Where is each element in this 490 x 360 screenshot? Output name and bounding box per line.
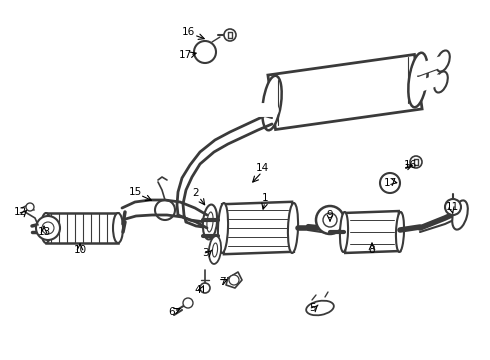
Ellipse shape	[218, 203, 228, 253]
Ellipse shape	[434, 72, 448, 93]
Bar	[46, 213, 118, 243]
Ellipse shape	[41, 213, 51, 243]
Circle shape	[410, 156, 422, 168]
Ellipse shape	[436, 50, 450, 72]
Text: 17: 17	[383, 178, 396, 188]
Ellipse shape	[213, 243, 218, 257]
Circle shape	[316, 206, 344, 234]
Bar	[344, 211, 400, 253]
Text: 8: 8	[368, 245, 375, 255]
Text: 13: 13	[37, 227, 50, 237]
Circle shape	[380, 173, 400, 193]
Text: 1: 1	[262, 193, 269, 203]
Ellipse shape	[408, 53, 428, 107]
Text: 9: 9	[327, 210, 333, 220]
Text: 7: 7	[219, 277, 225, 287]
Text: 3: 3	[202, 248, 208, 258]
Ellipse shape	[209, 236, 221, 264]
Bar	[222, 202, 294, 254]
Text: 5: 5	[309, 303, 315, 313]
Ellipse shape	[203, 204, 217, 239]
Text: 6: 6	[169, 307, 175, 317]
Circle shape	[42, 222, 54, 234]
Text: 16: 16	[403, 160, 416, 170]
Circle shape	[194, 41, 216, 63]
Ellipse shape	[113, 213, 123, 243]
Bar	[268, 54, 422, 130]
Ellipse shape	[207, 212, 213, 232]
Circle shape	[36, 216, 60, 240]
Circle shape	[200, 283, 210, 293]
Ellipse shape	[306, 301, 334, 315]
Text: 12: 12	[13, 207, 26, 217]
Circle shape	[229, 275, 239, 285]
Ellipse shape	[340, 212, 348, 252]
Text: 4: 4	[195, 285, 201, 295]
Circle shape	[323, 213, 337, 227]
Text: 17: 17	[178, 50, 192, 60]
Text: 15: 15	[128, 187, 142, 197]
Text: 11: 11	[445, 202, 459, 212]
Ellipse shape	[262, 76, 282, 130]
Circle shape	[224, 29, 236, 41]
Text: 2: 2	[193, 188, 199, 198]
Ellipse shape	[288, 203, 298, 253]
Circle shape	[183, 298, 193, 308]
Text: 10: 10	[74, 245, 87, 255]
Text: 16: 16	[181, 27, 195, 37]
Circle shape	[26, 203, 34, 211]
Ellipse shape	[396, 212, 404, 252]
Circle shape	[445, 199, 461, 215]
Ellipse shape	[452, 201, 468, 230]
Text: 14: 14	[255, 163, 269, 173]
Circle shape	[155, 200, 175, 220]
